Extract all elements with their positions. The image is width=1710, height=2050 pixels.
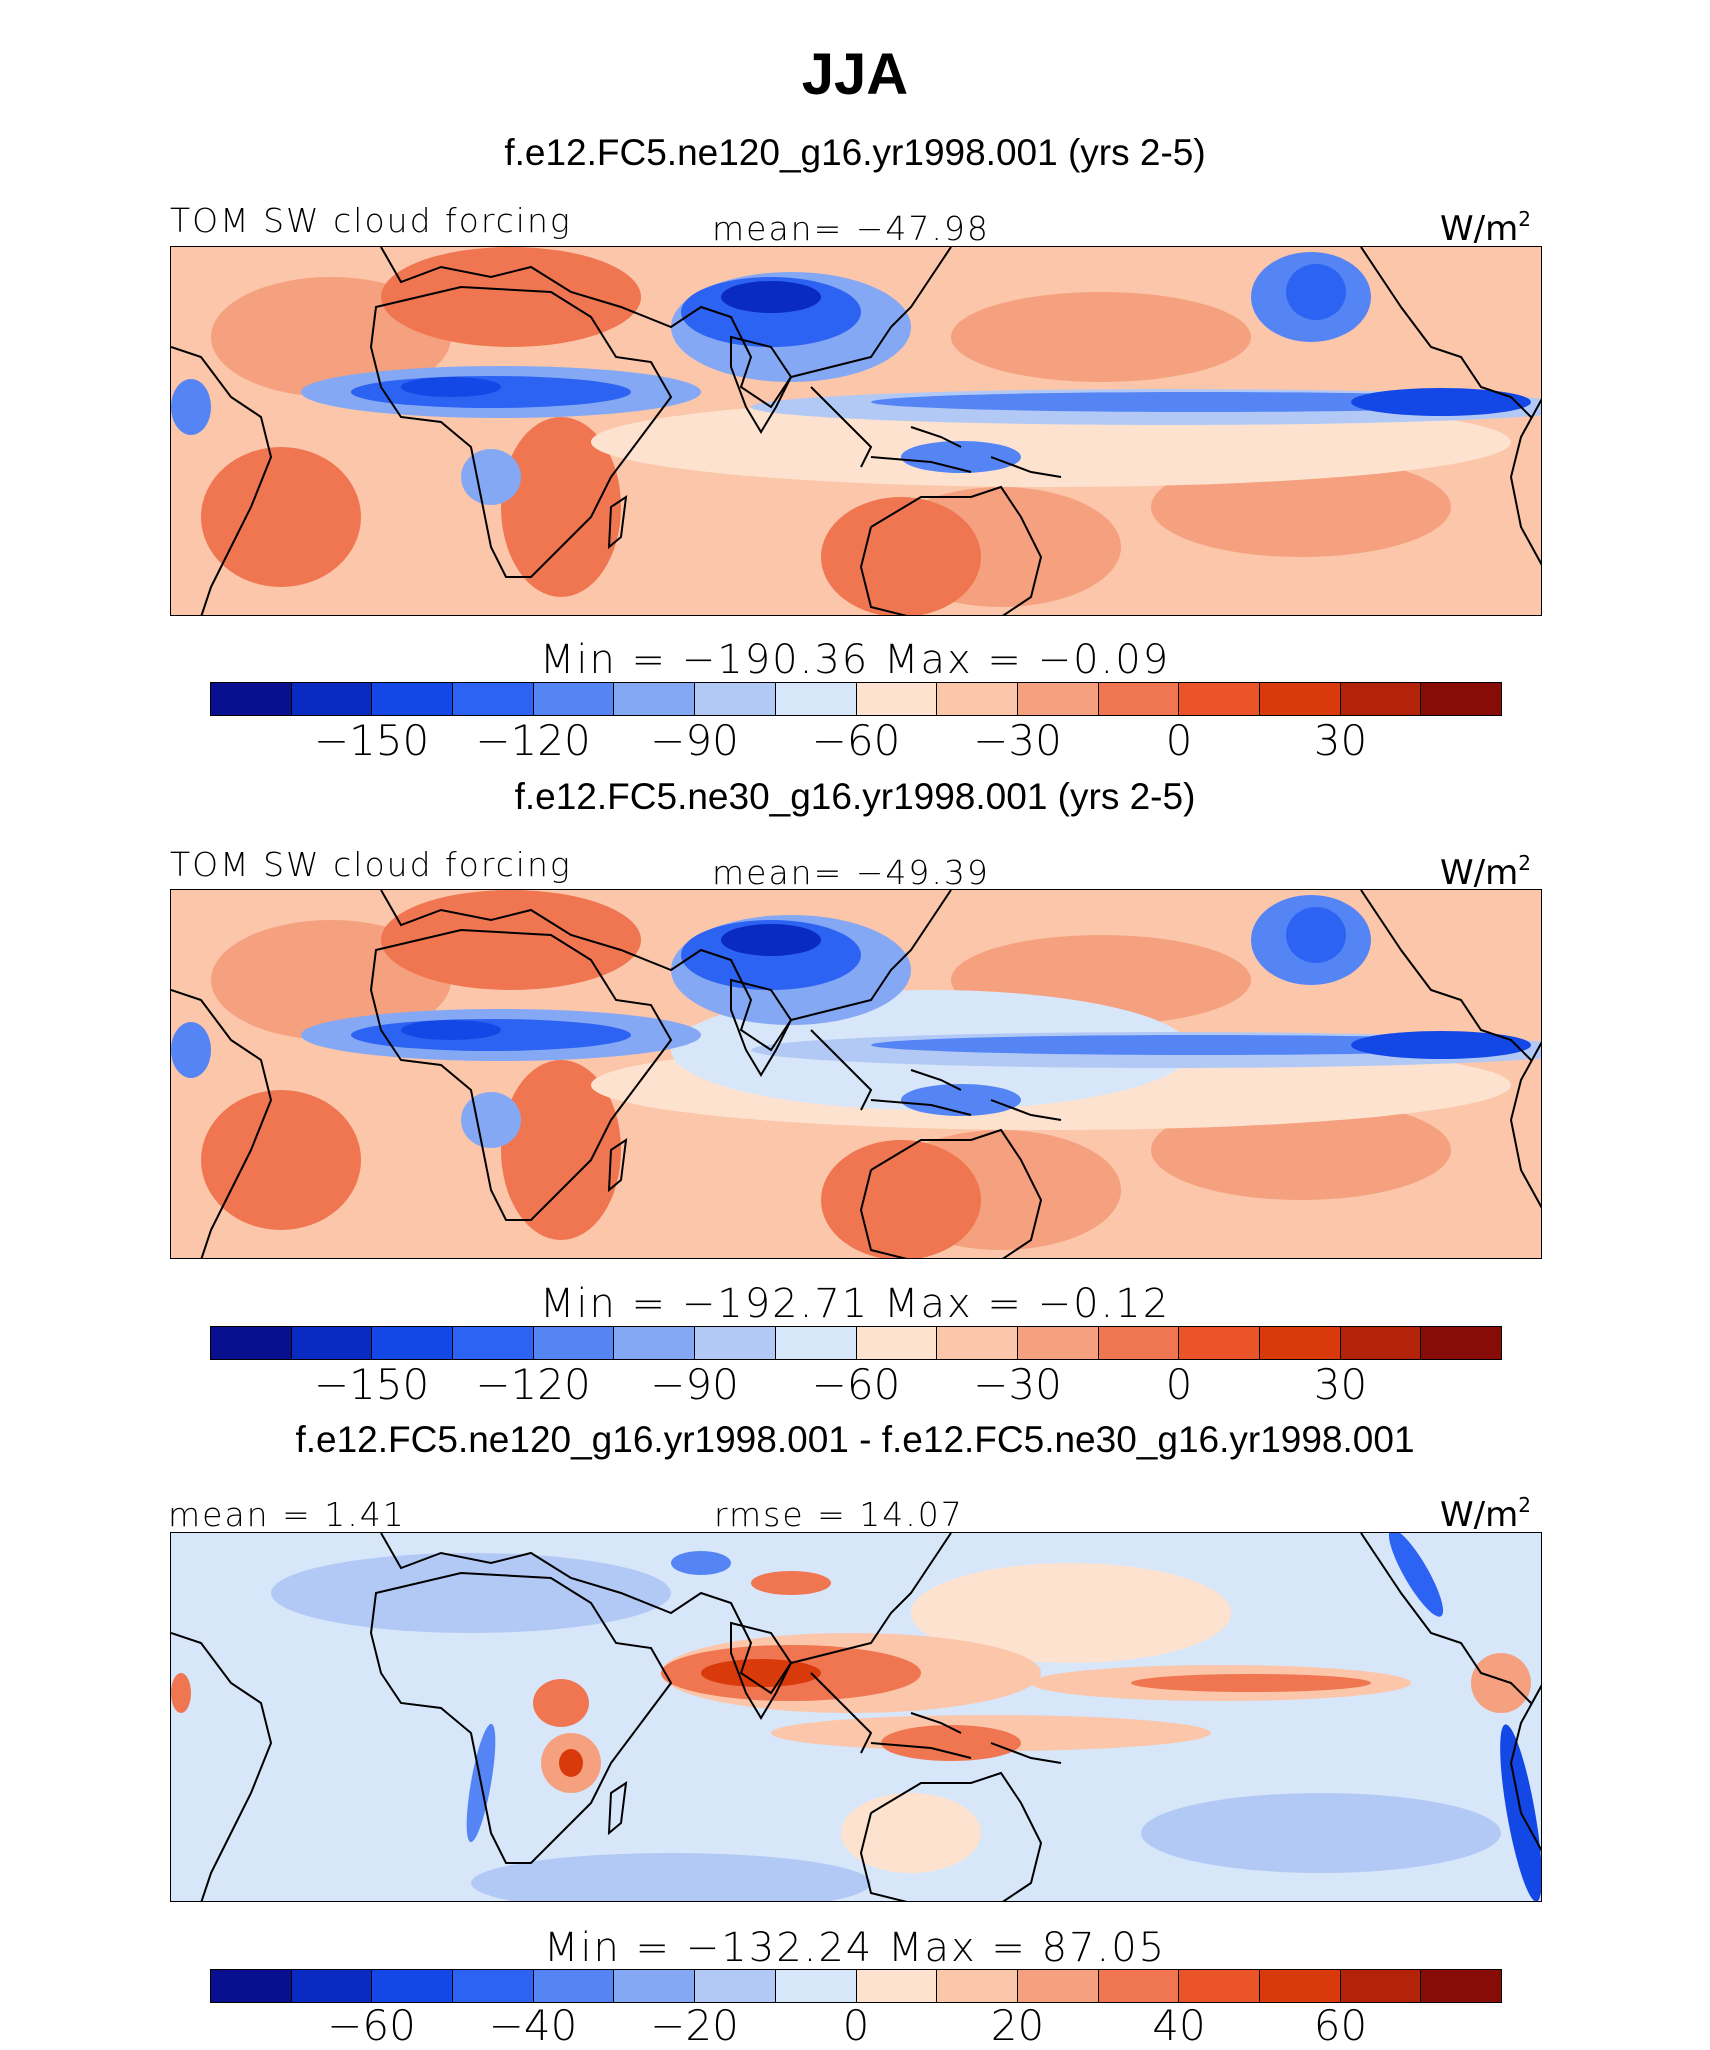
panel-3-colorbar [210, 1969, 1502, 2003]
panel-2-map [170, 889, 1542, 1259]
panel-1-map [170, 246, 1542, 616]
colorbar-tick-label: 0 [1165, 716, 1193, 765]
colorbar-swatch [775, 1327, 857, 1359]
colorbar-swatch [453, 1970, 534, 2002]
colorbar-swatch [453, 1327, 534, 1359]
colorbar-swatch [1421, 683, 1501, 715]
colorbar-tick-label: −30 [973, 716, 1062, 765]
colorbar-swatch [775, 683, 857, 715]
panel-2-variable-label: TOM SW cloud forcing [170, 845, 572, 884]
panel-2-unit: W/m2 [1440, 851, 1531, 893]
colorbar-swatch [1340, 1327, 1422, 1359]
colorbar-swatch [937, 1970, 1018, 2002]
colorbar-swatch [856, 1970, 938, 2002]
colorbar-swatch [453, 683, 534, 715]
colorbar-swatch [1421, 1970, 1501, 2002]
colorbar-tick-label: −60 [811, 1360, 901, 1409]
colorbar-tick-label: −150 [313, 716, 430, 765]
colorbar-swatch [291, 1970, 373, 2002]
colorbar-tick-label: −60 [811, 716, 901, 765]
colorbar-swatch [856, 683, 938, 715]
colorbar-swatch [695, 683, 776, 715]
colorbar-tick-label: −90 [650, 716, 739, 765]
colorbar-swatch [775, 1970, 857, 2002]
colorbar-swatch [937, 1327, 1018, 1359]
panel-2-mean-label: mean= −49.39 [712, 853, 990, 892]
colorbar-swatch [856, 1327, 938, 1359]
panel-3-mean-label: mean = 1.41 [168, 1495, 406, 1534]
colorbar-swatch [1098, 1970, 1180, 2002]
panel-3-minmax: Min = −132.24 Max = 87.05 [543, 1925, 1167, 1971]
panel-3-unit: W/m2 [1440, 1493, 1531, 1535]
colorbar-tick-label: 30 [1313, 716, 1368, 765]
colorbar-swatch [533, 1327, 615, 1359]
colorbar-swatch [1179, 683, 1260, 715]
colorbar-swatch [1259, 683, 1341, 715]
colorbar-swatch [695, 1970, 776, 2002]
colorbar-swatch [1098, 1327, 1180, 1359]
colorbar-swatch [1179, 1327, 1260, 1359]
colorbar-swatch [1179, 1970, 1260, 2002]
colorbar-tick-label: −20 [650, 2001, 739, 2050]
colorbar-swatch [291, 1327, 373, 1359]
colorbar-tick-label: −60 [327, 2001, 416, 2050]
panel-2-subtitle: f.e12.FC5.ne30_g16.yr1998.001 (yrs 2-5) [514, 776, 1196, 817]
colorbar-swatch [614, 1327, 696, 1359]
colorbar-tick-label: −120 [475, 1360, 591, 1409]
colorbar-swatch [291, 683, 373, 715]
colorbar-swatch [372, 1327, 454, 1359]
colorbar-swatch [211, 1327, 292, 1359]
colorbar-swatch [1421, 1327, 1501, 1359]
figure-title: JJA [801, 42, 909, 107]
panel-1-variable-label: TOM SW cloud forcing [170, 201, 572, 240]
panel-1-subtitle: f.e12.FC5.ne120_g16.yr1998.001 (yrs 2-5) [504, 132, 1206, 173]
panel-1-colorbar [210, 682, 1502, 716]
colorbar-swatch [1259, 1970, 1341, 2002]
colorbar-tick-label: −90 [650, 1360, 739, 1409]
panel-2-minmax: Min = −192.71 Max = −0.12 [539, 1281, 1171, 1327]
colorbar-swatch [1340, 1970, 1422, 2002]
colorbar-tick-label: −30 [973, 1360, 1062, 1409]
panel-1-unit: W/m2 [1440, 207, 1531, 249]
panel-3-rmse-label: rmse = 14.07 [714, 1495, 964, 1534]
colorbar-swatch [1017, 1327, 1099, 1359]
colorbar-tick-label: 40 [1152, 2001, 1206, 2050]
colorbar-swatch [937, 683, 1018, 715]
colorbar-swatch [614, 683, 696, 715]
colorbar-swatch [533, 683, 615, 715]
colorbar-swatch [533, 1970, 615, 2002]
colorbar-swatch [1340, 683, 1422, 715]
panel-1-mean-label: mean= −47.98 [712, 209, 990, 248]
colorbar-swatch [1098, 683, 1180, 715]
colorbar-swatch [614, 1970, 696, 2002]
colorbar-swatch [1017, 683, 1099, 715]
colorbar-swatch [1259, 1327, 1341, 1359]
colorbar-swatch [211, 683, 292, 715]
colorbar-tick-label: 30 [1313, 1360, 1368, 1409]
colorbar-swatch [372, 1970, 454, 2002]
colorbar-tick-label: 0 [842, 2001, 870, 2050]
colorbar-swatch [211, 1970, 292, 2002]
colorbar-tick-label: −120 [475, 716, 591, 765]
panel-1-minmax: Min = −190.36 Max = −0.09 [539, 637, 1171, 683]
colorbar-tick-label: 60 [1313, 2001, 1368, 2050]
colorbar-tick-label: −40 [488, 2001, 578, 2050]
colorbar-tick-label: −150 [313, 1360, 430, 1409]
panel-3-map [170, 1532, 1542, 1902]
colorbar-swatch [372, 683, 454, 715]
colorbar-swatch [695, 1327, 776, 1359]
colorbar-tick-label: 0 [1165, 1360, 1193, 1409]
colorbar-tick-label: 20 [990, 2001, 1045, 2050]
colorbar-swatch [1017, 1970, 1099, 2002]
panel-3-subtitle: f.e12.FC5.ne120_g16.yr1998.001 - f.e12.F… [295, 1419, 1415, 1460]
panel-2-colorbar [210, 1326, 1502, 1360]
